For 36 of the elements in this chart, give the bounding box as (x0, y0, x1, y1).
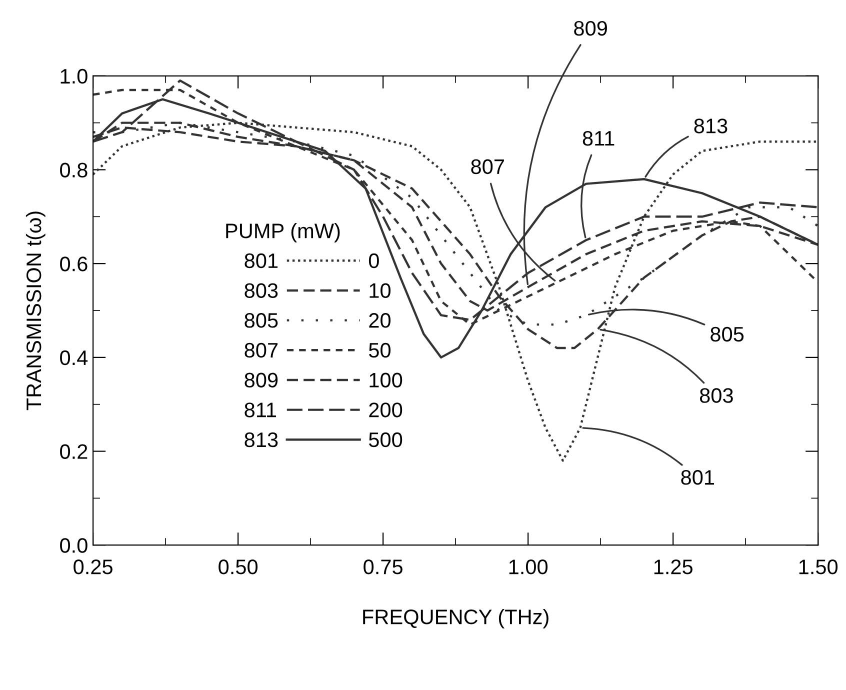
x-tick-label: 0.75 (364, 560, 402, 574)
text: 807 (244, 342, 278, 358)
annotation: 801 (681, 470, 714, 485)
annotation: 809 (574, 20, 607, 36)
y-axis-title: TRANSMISSION t(ω) (26, 212, 46, 410)
x-tick-label: 0.50 (218, 560, 258, 574)
x-axis-title: FREQUENCY (THz) (363, 608, 548, 628)
text: 805 (244, 313, 278, 328)
annotation: 807 (471, 159, 504, 174)
y-tick-label: 0.6 (60, 256, 88, 272)
x-tick-label: 0.25 (74, 560, 112, 574)
annotation: 803 (700, 388, 733, 403)
x-tick-label: 1.25 (654, 560, 692, 574)
x-tick-label: 1.00 (509, 560, 548, 574)
y-tick-label: 0.2 (60, 444, 88, 460)
x-tick-label: 1.50 (799, 560, 838, 574)
annotation: 813 (694, 118, 728, 134)
text: 801 (244, 253, 278, 268)
annotation: 811 (582, 130, 614, 146)
legend-label: 20 (369, 313, 391, 328)
annotation: 805 (710, 326, 744, 342)
y-tick-label: 0.4 (60, 350, 88, 366)
legend-label: 200 (369, 402, 402, 418)
legend-label: 0 (368, 253, 379, 268)
text: 803 (244, 283, 278, 298)
legend-label: 50 (368, 342, 391, 358)
y-tick-label: 0.0 (60, 538, 88, 553)
legend-label: 100 (370, 372, 402, 388)
legend-label: 500 (368, 432, 402, 448)
legend-title: PUMP (mW) (226, 222, 340, 242)
y-tick-label: 1.0 (60, 68, 88, 84)
text: 809 (244, 372, 278, 388)
text: 813 (244, 432, 278, 448)
legend-label: 10 (370, 283, 391, 298)
y-tick-label: 0.8 (60, 162, 88, 178)
text: 811 (244, 402, 276, 418)
